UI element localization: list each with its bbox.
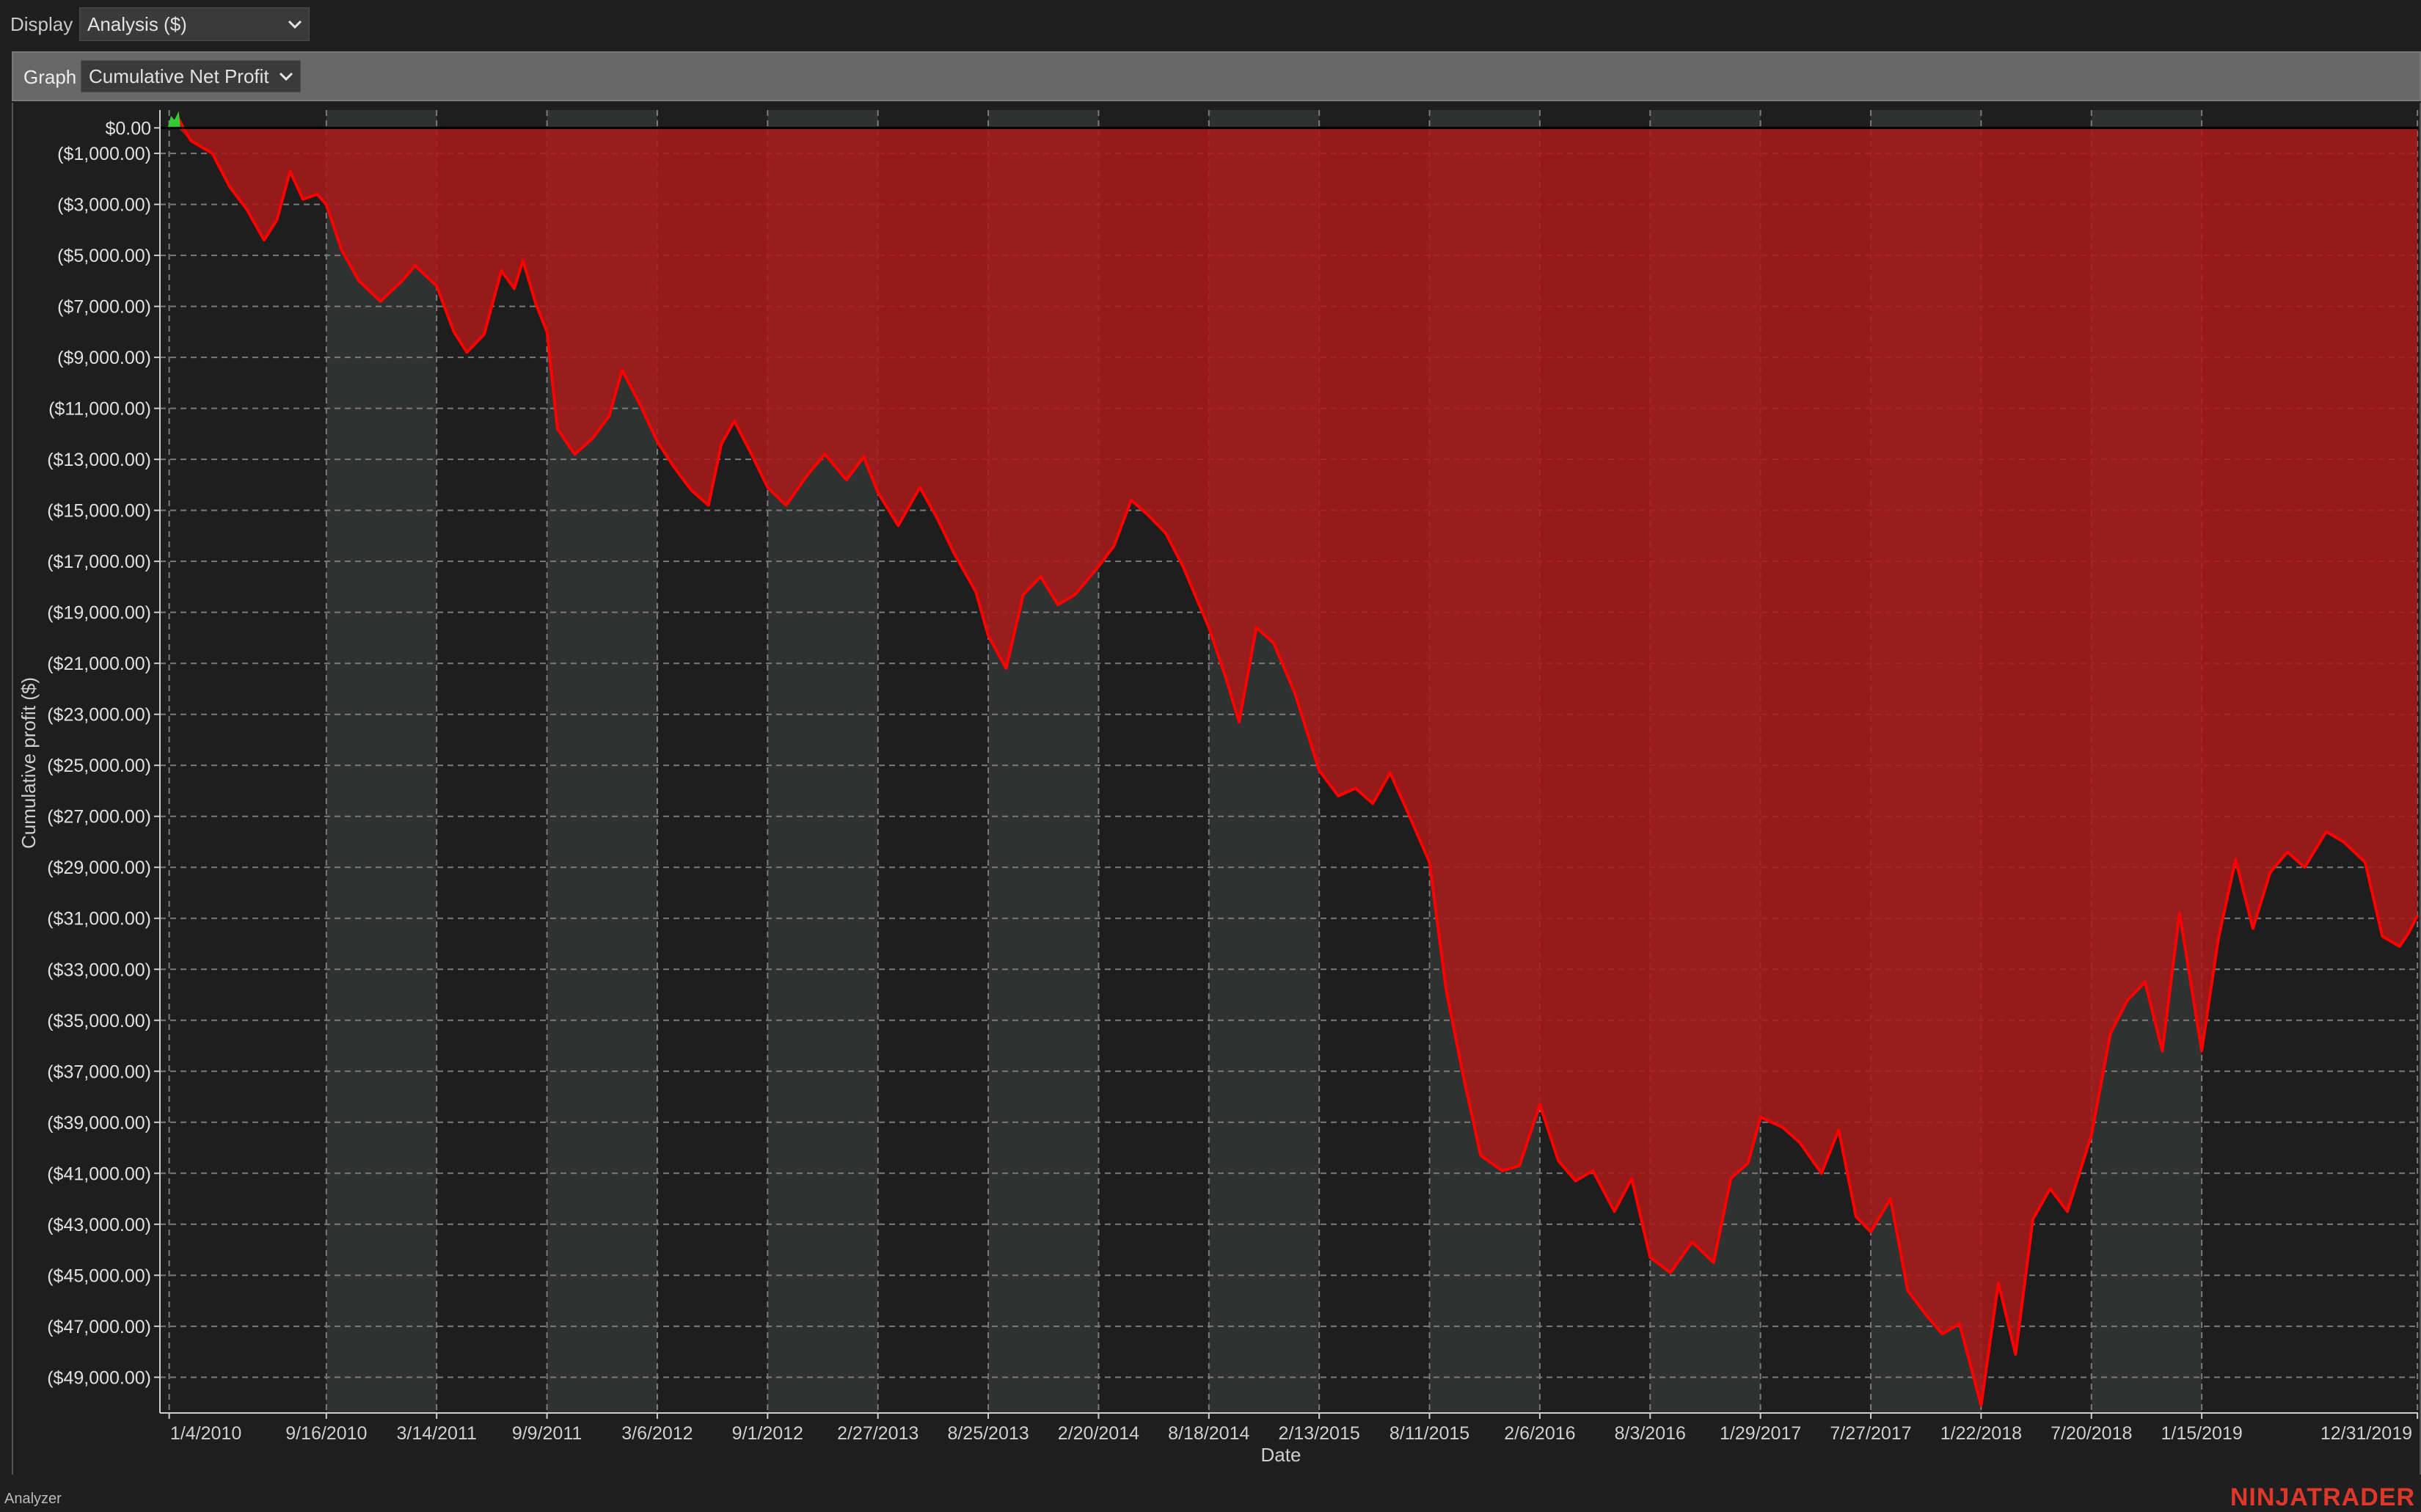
x-tick-label: 7/20/2018 xyxy=(2051,1423,2132,1444)
y-tick-label: ($7,000.00) xyxy=(57,297,151,318)
positive-profit-segment xyxy=(167,111,180,128)
drawdown-area xyxy=(169,128,2418,1406)
x-axis-title: Date xyxy=(1261,1444,1301,1466)
y-tick-label: ($27,000.00) xyxy=(47,807,151,828)
display-dropdown-value: Analysis ($) xyxy=(87,12,187,35)
x-tick-label: 9/16/2010 xyxy=(285,1423,367,1444)
y-tick-label: ($1,000.00) xyxy=(57,144,151,164)
x-tick-label: 8/18/2014 xyxy=(1168,1423,1249,1444)
display-label: Display xyxy=(10,13,73,35)
period-band xyxy=(326,110,437,1413)
y-tick-label: ($19,000.00) xyxy=(47,603,151,624)
x-tick-label: 9/1/2012 xyxy=(732,1423,803,1444)
y-tick-label: ($15,000.00) xyxy=(47,501,151,522)
analyzer-label: Analyzer xyxy=(4,1491,62,1507)
x-tick-label: 8/25/2013 xyxy=(947,1423,1029,1444)
graph-dropdown-value: Cumulative Net Profit xyxy=(89,65,269,87)
x-tick-label: 7/27/2017 xyxy=(1830,1423,1911,1444)
x-tick-label: 12/31/2019 xyxy=(2320,1423,2412,1444)
graph-label: Graph xyxy=(23,66,77,88)
y-tick-label: ($17,000.00) xyxy=(47,552,151,572)
y-tick-label: ($21,000.00) xyxy=(47,654,151,674)
x-tick-label: 1/22/2018 xyxy=(1940,1423,2022,1444)
graph-dropdown[interactable]: Cumulative Net Profit xyxy=(81,60,301,92)
top-toolbar: Display Analysis ($) xyxy=(0,0,2421,48)
y-tick-label: ($37,000.00) xyxy=(47,1062,151,1082)
y-tick-label: ($39,000.00) xyxy=(47,1113,151,1133)
x-tick-label: 2/20/2014 xyxy=(1058,1423,1139,1444)
y-tick-label: ($3,000.00) xyxy=(57,195,151,216)
y-tick-label: ($45,000.00) xyxy=(47,1266,151,1286)
x-tick-label: 3/6/2012 xyxy=(621,1423,693,1444)
y-tick-label: ($9,000.00) xyxy=(57,348,151,368)
chevron-down-icon xyxy=(288,20,302,29)
display-dropdown[interactable]: Analysis ($) xyxy=(79,7,310,41)
x-tick-label: 9/9/2011 xyxy=(512,1423,582,1444)
y-tick-label: ($31,000.00) xyxy=(47,909,151,930)
chart-panel: $0.00 ($1,000.00) ($3,000.00) ($5,000.00) ($… xyxy=(12,103,2421,1475)
ninjatrader-logo: NINJATRADER xyxy=(2230,1483,2415,1511)
x-tick-label: 1/4/2010 xyxy=(170,1423,241,1444)
y-tick-label: ($29,000.00) xyxy=(47,858,151,878)
x-tick-label: 1/29/2017 xyxy=(1720,1423,1801,1444)
y-tick-label: $0.00 xyxy=(105,118,151,139)
y-tick-label: ($33,000.00) xyxy=(47,960,151,980)
y-tick-label: ($11,000.00) xyxy=(48,399,151,420)
x-tick-label: 3/14/2011 xyxy=(397,1423,477,1444)
y-tick-label: ($5,000.00) xyxy=(57,246,151,266)
x-tick-label: 8/3/2016 xyxy=(1615,1423,1686,1444)
x-tick-label: 2/13/2015 xyxy=(1279,1423,1360,1444)
y-tick-label: ($35,000.00) xyxy=(47,1011,151,1031)
y-tick-label: ($23,000.00) xyxy=(47,705,151,726)
y-tick-label: ($25,000.00) xyxy=(47,756,151,776)
y-tick-label: ($47,000.00) xyxy=(47,1317,151,1337)
y-tick-label: ($41,000.00) xyxy=(47,1164,151,1184)
graph-toolbar: Graph Cumulative Net Profit xyxy=(12,51,2421,101)
y-axis-title: Cumulative profit ($) xyxy=(18,677,40,849)
x-tick-label: 8/11/2015 xyxy=(1390,1423,1469,1444)
x-tick-label: 1/15/2019 xyxy=(2161,1423,2243,1444)
cumulative-profit-line xyxy=(168,116,2419,1407)
chevron-down-icon xyxy=(279,72,293,81)
x-tick-label: 2/6/2016 xyxy=(1504,1423,1575,1444)
y-tick-label: ($43,000.00) xyxy=(47,1215,151,1235)
x-tick-label: 2/27/2013 xyxy=(837,1423,919,1444)
cumulative-net-profit-chart[interactable]: $0.00 ($1,000.00) ($3,000.00) ($5,000.00) ($… xyxy=(13,103,2420,1475)
y-tick-label: ($13,000.00) xyxy=(47,450,151,470)
y-tick-label: ($49,000.00) xyxy=(47,1367,151,1388)
